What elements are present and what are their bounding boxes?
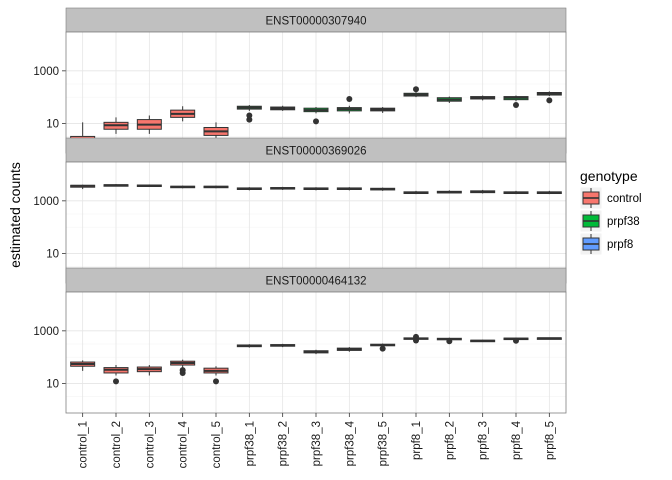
x-tick-label: prpf8_3 (478, 421, 490, 460)
x-tick-label: control_5 (211, 421, 223, 468)
outlier-point (513, 102, 519, 109)
x-tick-label: prpf38_3 (311, 421, 323, 466)
boxplot-box (270, 186, 296, 190)
boxplot-box (403, 86, 429, 98)
x-tick-label: prpf8_5 (544, 421, 556, 460)
x-tick-label: prpf8_2 (444, 421, 456, 460)
y-tick-label: 10 (46, 248, 59, 260)
x-tick-label: control_1 (78, 421, 90, 468)
boxplot-box (303, 349, 329, 355)
outlier-point (513, 337, 519, 344)
legend-label: prpf8 (607, 239, 633, 251)
x-tick-label: prpf38_1 (244, 421, 256, 466)
legend-label: control (607, 193, 642, 205)
legend: genotype control prpf38 prpf8 (579, 168, 642, 256)
x-tick-label: prpf8_4 (511, 420, 523, 460)
boxplot-box (170, 359, 196, 376)
boxplot-box (503, 95, 529, 109)
boxplot-box (336, 95, 362, 114)
facet-strip-title: ENST00000369026 (265, 146, 366, 158)
boxplot-box (270, 343, 296, 348)
boxplot-box (103, 184, 129, 187)
boxplot-box (503, 190, 529, 195)
x-axis: control_1 control_2 control_3 control_4 cont… (78, 413, 556, 468)
outlier-point (113, 378, 119, 385)
boxplot-box (436, 337, 462, 345)
y-tick-label: 1000 (33, 66, 59, 78)
boxplot-box (370, 187, 396, 191)
legend-key (579, 232, 603, 256)
boxplot-box (536, 91, 562, 104)
legend-key (579, 209, 603, 233)
outlier-point (179, 367, 186, 374)
outlier-point (313, 118, 319, 125)
legend-label: prpf38 (607, 216, 640, 228)
boxplot-box (403, 333, 429, 344)
boxplot-box (236, 187, 262, 191)
facet-panel: ENST00000369026 10 1000 (33, 137, 567, 284)
outlier-point (346, 95, 353, 102)
outlier-point (413, 86, 419, 93)
x-tick-label: prpf38_2 (278, 421, 290, 466)
x-tick-label: prpf38_4 (344, 420, 356, 466)
boxplot-box (170, 106, 196, 122)
y-tick-label: 1000 (33, 326, 59, 338)
boxplot-box (203, 366, 229, 385)
boxplot-box (236, 344, 262, 348)
boxplot-box (403, 190, 429, 195)
y-tick-label: 1000 (33, 196, 59, 208)
boxplot-box (136, 184, 162, 188)
boxplot-box (536, 190, 562, 195)
boxplot-box (436, 190, 462, 194)
facet-panels: ENST00000307940 10 1000 ENST00000369026 10 10… (33, 7, 567, 414)
x-tick-label: control_3 (144, 421, 156, 468)
facet-strip (65, 7, 567, 33)
boxplot-box (236, 105, 262, 123)
boxplot-box (203, 185, 229, 189)
x-tick-label: prpf8_1 (411, 421, 423, 460)
boxplot-box (370, 107, 396, 113)
boxplot-box (436, 96, 462, 103)
facet-strip-title: ENST00000307940 (265, 16, 366, 28)
boxplot-box (103, 365, 129, 385)
boxplot-box (536, 337, 562, 340)
boxplot-box (470, 189, 496, 194)
legend-key (579, 186, 603, 210)
x-tick-label: control_4 (178, 420, 190, 468)
facet-strip-title: ENST00000464132 (265, 276, 366, 288)
facet-strip (65, 137, 567, 163)
boxplot-box (70, 184, 96, 190)
outlier-point (379, 345, 386, 352)
boxplot-box (270, 105, 296, 111)
x-tick-label: control_2 (111, 421, 123, 468)
boxplot-box (370, 343, 396, 352)
boxplot-box (503, 337, 529, 344)
boxplot-box (336, 347, 362, 352)
y-tick-label: 10 (46, 118, 59, 130)
boxplot-box (470, 339, 496, 343)
boxplot-box (336, 187, 362, 191)
outlier-point (213, 378, 219, 385)
y-tick-label: 10 (46, 378, 59, 390)
outlier-point (546, 97, 553, 104)
boxplot-box (303, 187, 329, 191)
boxplot-box (70, 360, 96, 371)
outlier-point (446, 338, 453, 345)
boxplot-box (470, 95, 496, 101)
facet-panel: ENST00000464132 10 1000 (33, 267, 567, 414)
legend-title: genotype (580, 168, 638, 184)
boxplot-box (303, 107, 329, 125)
facet-strip (65, 267, 567, 293)
facet-panel: ENST00000307940 10 1000 (33, 7, 567, 154)
outlier-point (246, 112, 253, 119)
boxplot-box (136, 365, 162, 376)
boxplot-box (170, 185, 196, 189)
y-axis-label: estimated counts (7, 162, 23, 268)
outlier-point (413, 333, 419, 340)
x-tick-label: prpf38_5 (378, 421, 390, 466)
